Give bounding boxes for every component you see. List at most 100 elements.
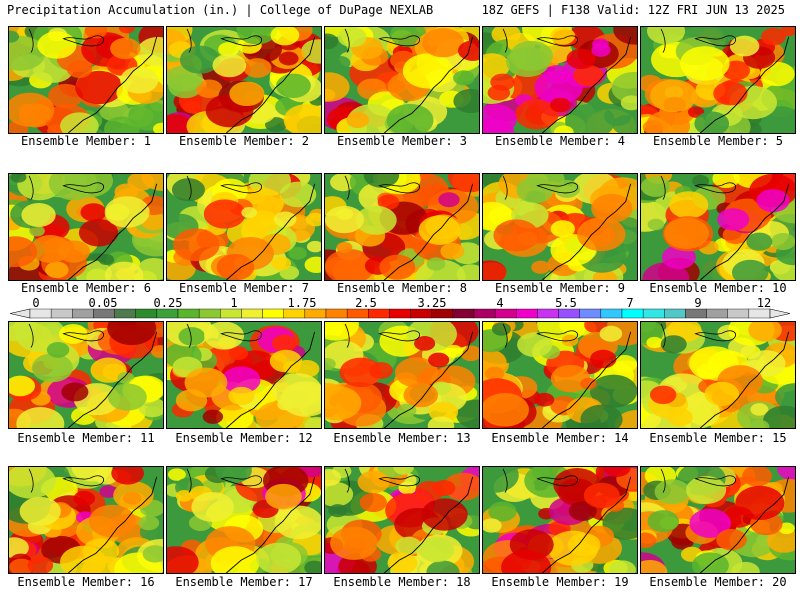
panel-label: Ensemble Member: 17: [175, 575, 313, 589]
panel-label: Ensemble Member: 8: [336, 281, 468, 295]
panel-label: Ensemble Member: 1: [20, 134, 152, 148]
colorbar-tick-label: 12: [756, 296, 772, 310]
great-lakes-outline: [186, 468, 262, 493]
colorbar-swatch: [304, 308, 327, 319]
colorbar-swatch: [177, 308, 200, 319]
colorbar-swatch: [198, 308, 221, 319]
great-lakes-outline: [186, 323, 262, 348]
great-lakes-outline: [660, 175, 736, 200]
coastline: [542, 331, 632, 428]
colorbar-tick-label: 1.75: [287, 296, 317, 310]
panel-label: Ensemble Member: 11: [17, 431, 155, 445]
precip-field: [325, 27, 479, 133]
great-lakes-outline: [660, 28, 736, 53]
ensemble-map-panel: [640, 321, 796, 429]
colorbar-swatch: [220, 308, 242, 319]
great-lakes-outline: [344, 468, 420, 493]
colorbar-swatch: [516, 308, 538, 319]
colorbar-tick-label: 7: [626, 296, 634, 310]
great-lakes-outline: [186, 28, 262, 53]
colorbar-swatch: [156, 308, 179, 319]
colorbar: [9, 308, 791, 319]
model-run-info: 18Z GEFS | F138 Valid: 12Z FRI JUN 13 20…: [481, 3, 785, 17]
colorbar-swatch: [135, 308, 158, 319]
ensemble-map-panel: [166, 466, 322, 574]
great-lakes-outline: [660, 468, 736, 493]
ensemble-map-panel: [324, 173, 480, 281]
colorbar-swatch: [368, 308, 390, 319]
coastline: [68, 331, 158, 428]
colorbar-swatch: [325, 308, 348, 319]
coastline: [226, 476, 316, 573]
colorbar-max-arrow: [769, 308, 791, 319]
colorbar-swatch: [431, 308, 454, 319]
great-lakes-outline: [28, 175, 104, 200]
colorbar-swatch: [283, 308, 306, 319]
coastline: [700, 36, 790, 133]
colorbar-swatch: [706, 308, 728, 319]
ensemble-map-panel: [640, 466, 796, 574]
colorbar-swatch: [452, 308, 475, 319]
precip-field: [641, 27, 795, 133]
colorbar-swatch: [642, 308, 665, 319]
panel-label: Ensemble Member: 5: [652, 134, 784, 148]
colorbar-tick-label: 3.25: [417, 296, 447, 310]
panel-label: Ensemble Member: 7: [178, 281, 310, 295]
panel-label: Ensemble Member: 2: [178, 134, 310, 148]
ensemble-map-panel: [482, 321, 638, 429]
ensemble-map-panel: [640, 26, 796, 134]
great-lakes-outline: [344, 28, 420, 53]
ensemble-map-panel: [482, 26, 638, 134]
colorbar-swatch: [410, 308, 432, 319]
colorbar-swatch: [241, 308, 263, 319]
colorbar-swatch: [621, 308, 644, 319]
coastline: [384, 331, 474, 428]
ensemble-map-panel: [482, 466, 638, 574]
colorbar-tick-label: 9: [694, 296, 702, 310]
precip-field: [325, 467, 479, 573]
coastline: [700, 476, 790, 573]
great-lakes-outline: [28, 323, 104, 348]
precip-field: [641, 174, 795, 280]
ensemble-map-panel: [324, 321, 480, 429]
great-lakes-outline: [502, 28, 578, 53]
panel-label: Ensemble Member: 19: [491, 575, 629, 589]
coastline: [226, 331, 316, 428]
coastline: [68, 183, 158, 280]
panel-label: Ensemble Member: 14: [491, 431, 629, 445]
colorbar-swatch: [346, 308, 369, 319]
great-lakes-outline: [502, 468, 578, 493]
panel-label: Ensemble Member: 4: [494, 134, 626, 148]
coastline: [700, 183, 790, 280]
colorbar-swatch: [494, 308, 517, 319]
colorbar-swatch: [664, 308, 686, 319]
precip-field: [167, 322, 321, 428]
ensemble-map-panel: [8, 466, 164, 574]
colorbar-tick-label: 0.25: [153, 296, 183, 310]
ensemble-map-panel: [324, 26, 480, 134]
colorbar-swatch: [29, 308, 52, 319]
panel-label: Ensemble Member: 16: [17, 575, 155, 589]
colorbar-tick-label: 0.05: [88, 296, 118, 310]
panel-label: Ensemble Member: 10: [649, 281, 787, 295]
ensemble-map-panel: [166, 321, 322, 429]
colorbar-swatch: [537, 308, 559, 319]
title: Precipitation Accumulation (in.) | Colle…: [7, 3, 434, 17]
panel-label: Ensemble Member: 18: [333, 575, 471, 589]
precip-field: [167, 174, 321, 280]
ensemble-map-panel: [166, 173, 322, 281]
colorbar-tick-label: 0: [32, 296, 40, 310]
colorbar-tick-label: 2.5: [355, 296, 377, 310]
colorbar-tick-label: 4: [496, 296, 504, 310]
coastline: [700, 331, 790, 428]
colorbar-swatch: [50, 308, 73, 319]
great-lakes-outline: [344, 175, 420, 200]
precip-field: [9, 174, 163, 280]
colorbar-swatch: [600, 308, 623, 319]
precip-field: [9, 467, 163, 573]
coastline: [226, 183, 316, 280]
colorbar-swatch: [389, 308, 411, 319]
ensemble-map-panel: [640, 173, 796, 281]
colorbar-swatch: [685, 308, 707, 319]
